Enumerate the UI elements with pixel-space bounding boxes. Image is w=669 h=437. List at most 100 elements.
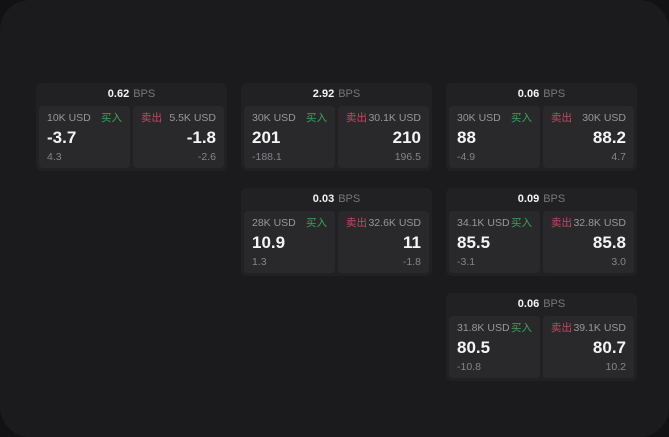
sell-price: 85.8	[592, 233, 626, 252]
buy-sell-panels: 31.8K USD 买入 80.5 -10.8 卖出 39.1K USD 80.…	[449, 316, 634, 378]
sell-panel[interactable]: 卖出 5.5K USD -1.8 -2.6	[133, 106, 224, 168]
buy-amount: 30K USD	[252, 112, 296, 124]
buy-delta: 1.3	[252, 255, 267, 268]
buy-side-label: 买入	[511, 112, 532, 124]
buy-amount: 34.1K USD	[457, 217, 510, 229]
buy-price: 85.5	[457, 233, 491, 252]
sell-panel[interactable]: 卖出 30.1K USD 210 196.5	[338, 106, 429, 168]
sell-side-label: 卖出	[346, 112, 367, 124]
bps-value: 0.03	[312, 193, 335, 205]
sell-side-label: 卖出	[551, 112, 572, 124]
buy-amount: 28K USD	[252, 217, 296, 229]
buy-panel[interactable]: 34.1K USD 买入 85.5 -3.1	[449, 211, 540, 273]
buy-panel[interactable]: 31.8K USD 买入 80.5 -10.8	[449, 316, 540, 378]
sell-panel-top: 卖出 5.5K USD	[141, 113, 216, 124]
card-header: 0.03 BPS	[244, 188, 429, 211]
sell-panel[interactable]: 卖出 39.1K USD 80.7 10.2	[543, 316, 634, 378]
buy-panel[interactable]: 30K USD 买入 88 -4.9	[449, 106, 540, 168]
buy-delta: -3.1	[457, 255, 476, 268]
buy-amount: 30K USD	[457, 112, 501, 124]
buy-sell-panels: 28K USD 买入 10.9 1.3 卖出 32.6K USD 11 -1.8	[244, 211, 429, 273]
quote-card: 0.06 BPS 30K USD 买入 88 -4.9 卖出 30K USD 8…	[446, 83, 637, 171]
buy-sell-panels: 34.1K USD 买入 85.5 -3.1 卖出 32.8K USD 85.8…	[449, 211, 634, 273]
sell-amount: 30K USD	[582, 112, 626, 124]
quote-card: 0.06 BPS 31.8K USD 买入 80.5 -10.8 卖出 39.1…	[446, 293, 637, 381]
bps-value: 0.09	[517, 193, 540, 205]
buy-delta: -4.9	[457, 150, 476, 163]
buy-amount: 10K USD	[47, 112, 91, 124]
card-header: 0.06 BPS	[449, 83, 634, 106]
buy-panel-top: 10K USD 买入	[47, 113, 122, 124]
sell-panel-top: 卖出 32.8K USD	[551, 218, 626, 229]
sell-delta: 10.2	[605, 360, 626, 373]
sell-side-label: 卖出	[551, 217, 572, 229]
card-header: 0.06 BPS	[449, 293, 634, 316]
sell-panel[interactable]: 卖出 32.6K USD 11 -1.8	[338, 211, 429, 273]
buy-price: 10.9	[252, 233, 286, 252]
sell-price: 88.2	[592, 128, 626, 147]
sell-panel-top: 卖出 30K USD	[551, 113, 626, 124]
sell-amount: 30.1K USD	[368, 112, 421, 124]
buy-panel[interactable]: 10K USD 买入 -3.7 4.3	[39, 106, 130, 168]
quote-card: 0.09 BPS 34.1K USD 买入 85.5 -3.1 卖出 32.8K…	[446, 188, 637, 276]
sell-side-label: 卖出	[141, 112, 162, 124]
buy-sell-panels: 10K USD 买入 -3.7 4.3 卖出 5.5K USD -1.8 -2.…	[39, 106, 224, 168]
sell-amount: 39.1K USD	[573, 322, 626, 334]
buy-panel-top: 30K USD 买入	[252, 113, 327, 124]
buy-price: 80.5	[457, 338, 491, 357]
sell-delta: 3.0	[611, 255, 626, 268]
buy-panel-top: 31.8K USD 买入	[457, 323, 532, 334]
buy-delta: 4.3	[47, 150, 62, 163]
buy-delta: -10.8	[457, 360, 481, 373]
bps-unit-label: BPS	[338, 193, 361, 205]
sell-side-label: 卖出	[551, 322, 572, 334]
buy-delta: -188.1	[252, 150, 282, 163]
buy-amount: 31.8K USD	[457, 322, 510, 334]
card-header: 2.92 BPS	[244, 83, 429, 106]
bps-unit-label: BPS	[543, 88, 566, 100]
bps-unit-label: BPS	[543, 298, 566, 310]
bps-value: 0.06	[517, 88, 540, 100]
buy-panel-top: 30K USD 买入	[457, 113, 532, 124]
sell-delta: -1.8	[402, 255, 421, 268]
sell-amount: 32.6K USD	[368, 217, 421, 229]
sell-delta: -2.6	[197, 150, 216, 163]
buy-panel-top: 28K USD 买入	[252, 218, 327, 229]
buy-price: 88	[457, 128, 476, 147]
card-header: 0.09 BPS	[449, 188, 634, 211]
buy-panel[interactable]: 30K USD 买入 201 -188.1	[244, 106, 335, 168]
card-header: 0.62 BPS	[39, 83, 224, 106]
buy-side-label: 买入	[306, 217, 327, 229]
bps-unit-label: BPS	[543, 193, 566, 205]
bps-value: 0.06	[517, 298, 540, 310]
buy-side-label: 买入	[511, 217, 532, 229]
sell-amount: 32.8K USD	[573, 217, 626, 229]
bps-value: 2.92	[312, 88, 335, 100]
bps-unit-label: BPS	[133, 88, 156, 100]
buy-price: 201	[252, 128, 281, 147]
sell-price: -1.8	[186, 128, 216, 147]
sell-panel-top: 卖出 32.6K USD	[346, 218, 421, 229]
buy-sell-panels: 30K USD 买入 201 -188.1 卖出 30.1K USD 210 1…	[244, 106, 429, 168]
buy-side-label: 买入	[511, 322, 532, 334]
sell-panel[interactable]: 卖出 32.8K USD 85.8 3.0	[543, 211, 634, 273]
quote-grid: 0.62 BPS 10K USD 买入 -3.7 4.3 卖出 5.5K USD…	[36, 83, 637, 381]
sell-delta: 196.5	[394, 150, 421, 163]
bps-unit-label: BPS	[338, 88, 361, 100]
buy-side-label: 买入	[306, 112, 327, 124]
bps-value: 0.62	[107, 88, 130, 100]
quote-card: 2.92 BPS 30K USD 买入 201 -188.1 卖出 30.1K …	[241, 83, 432, 171]
buy-panel-top: 34.1K USD 买入	[457, 218, 532, 229]
sell-amount: 5.5K USD	[169, 112, 216, 124]
sell-delta: 4.7	[611, 150, 626, 163]
quote-card: 0.03 BPS 28K USD 买入 10.9 1.3 卖出 32.6K US…	[241, 188, 432, 276]
sell-panel-top: 卖出 30.1K USD	[346, 113, 421, 124]
buy-panel[interactable]: 28K USD 买入 10.9 1.3	[244, 211, 335, 273]
sell-panel[interactable]: 卖出 30K USD 88.2 4.7	[543, 106, 634, 168]
sell-panel-top: 卖出 39.1K USD	[551, 323, 626, 334]
buy-price: -3.7	[47, 128, 77, 147]
sell-price: 80.7	[592, 338, 626, 357]
sell-price: 210	[392, 128, 421, 147]
quote-card: 0.62 BPS 10K USD 买入 -3.7 4.3 卖出 5.5K USD…	[36, 83, 227, 171]
